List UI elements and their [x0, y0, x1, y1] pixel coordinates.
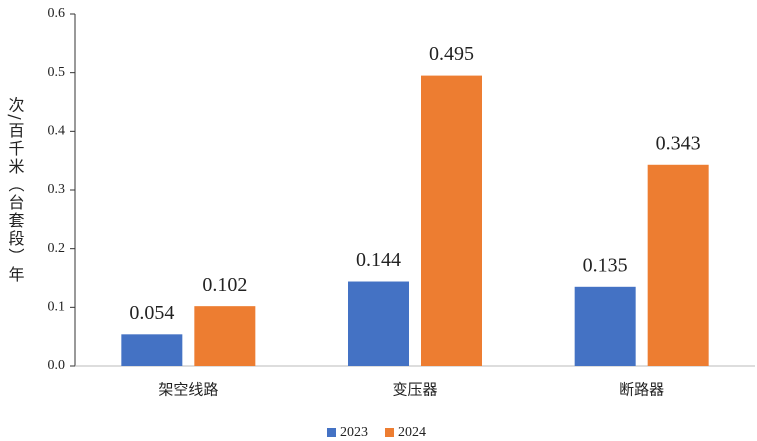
- y-tick-label: 0.3: [48, 182, 66, 197]
- y-axis-label: 次/百千米（台套段）年: [6, 96, 25, 283]
- bar: [647, 164, 709, 366]
- x-tick-label: 架空线路: [158, 381, 218, 399]
- bar: [421, 75, 482, 366]
- y-tick-label: 0.2: [48, 241, 66, 256]
- legend-label: 2023: [340, 425, 368, 440]
- bar: [574, 286, 636, 366]
- legend-label: 2024: [398, 425, 426, 440]
- y-tick-label: 0.5: [48, 65, 66, 80]
- value-label: 0.054: [129, 302, 174, 324]
- y-tick-label: 0.1: [48, 300, 66, 315]
- x-tick-label: 变压器: [392, 381, 437, 399]
- y-tick-label: 0.4: [48, 124, 66, 139]
- value-label: 0.102: [202, 274, 247, 296]
- y-tick-label: 0.0: [48, 358, 66, 373]
- value-label: 0.343: [656, 132, 701, 154]
- legend-swatch: [327, 428, 336, 437]
- legend-swatch: [385, 428, 394, 437]
- bar: [348, 281, 409, 366]
- bar: [194, 306, 256, 366]
- value-label: 0.135: [583, 254, 628, 276]
- x-tick-label: 断路器: [619, 381, 664, 399]
- y-tick-label: 0.6: [48, 6, 66, 21]
- value-label: 0.495: [429, 43, 474, 65]
- value-label: 0.144: [356, 249, 401, 271]
- bar: [121, 334, 183, 366]
